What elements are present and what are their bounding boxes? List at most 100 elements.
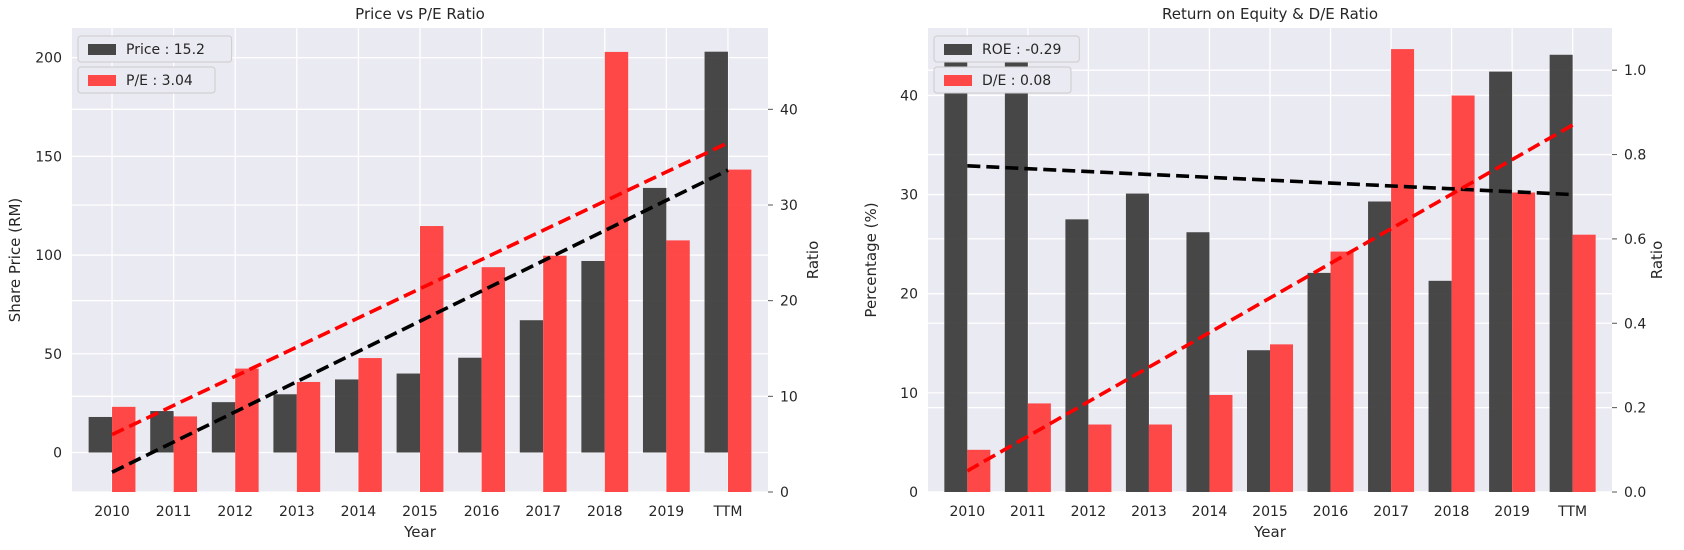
y2-tick-label: 0 — [780, 485, 789, 501]
y-tick-label: 50 — [44, 347, 62, 363]
y-tick-label: 0 — [909, 485, 918, 501]
bar-de — [1330, 251, 1354, 492]
x-tick-label: 2011 — [156, 504, 192, 520]
x-tick-label: 2015 — [402, 504, 438, 520]
bar-pe — [481, 267, 505, 492]
bar-price — [581, 260, 605, 453]
y2-tick-label: 0.6 — [1624, 232, 1646, 248]
y-tick-label: 10 — [900, 386, 918, 402]
x-tick-label: 2011 — [1010, 504, 1046, 520]
bar-price — [519, 320, 544, 453]
bar-price — [335, 379, 359, 453]
y2-tick-label: 0.0 — [1624, 485, 1646, 501]
x-tick-label: 2014 — [1192, 504, 1228, 520]
x-tick-label: 2012 — [217, 504, 253, 520]
bar-roe — [944, 57, 968, 492]
x-tick-label: 2019 — [1494, 504, 1530, 520]
bar-de — [1572, 234, 1596, 492]
bar-roe — [1004, 47, 1028, 492]
y-axis-label: Share Price (RM) — [6, 198, 24, 322]
bar-roe — [1549, 54, 1573, 493]
x-tick-label: 2016 — [1313, 504, 1349, 520]
x-axis-label: Year — [403, 523, 437, 541]
legend-swatch — [88, 44, 116, 55]
x-tick-label: 2010 — [94, 504, 130, 520]
bar-de — [1512, 192, 1536, 492]
y2-tick-label: 20 — [780, 294, 798, 310]
bar-pe — [604, 51, 629, 492]
bar-pe — [235, 368, 259, 492]
bar-roe — [1246, 350, 1270, 492]
bar-price — [88, 416, 113, 453]
legend-box — [77, 35, 233, 63]
bar-roe — [1065, 219, 1089, 492]
bar-de — [1148, 424, 1172, 492]
x-tick-label: 2013 — [279, 504, 315, 520]
y2-tick-label: 0.8 — [1624, 148, 1646, 164]
trend-line — [966, 123, 1574, 473]
chart-panel-2: 2010 2011 2012 2013 2014 2015 2016 2017 2018 2019… — [862, 5, 1666, 541]
trend-line — [967, 164, 1573, 197]
legend-swatch — [944, 75, 972, 86]
y2-tick-label: 0.2 — [1624, 401, 1646, 417]
x-tick-label: 2017 — [525, 504, 561, 520]
x-axis-label: Year — [1253, 523, 1287, 541]
bar-de — [1391, 49, 1415, 492]
x-tick-label: 2016 — [464, 504, 500, 520]
bar-de — [1451, 95, 1475, 492]
x-tick-label: 2018 — [587, 504, 623, 520]
bar-roe — [1307, 272, 1331, 492]
y-tick-label: 0 — [53, 446, 62, 462]
y2-tick-label: 40 — [780, 102, 798, 118]
y-tick-label: 20 — [900, 287, 918, 303]
bar-pe — [358, 358, 382, 492]
legend-box — [933, 35, 1080, 63]
y-tick-label: 100 — [35, 248, 62, 264]
chart-title: Price vs P/E Ratio — [355, 5, 485, 23]
x-tick-label: 2010 — [950, 504, 986, 520]
y2-axis-label: Ratio — [1648, 241, 1666, 280]
bar-de — [1088, 424, 1112, 492]
y2-tick-label: 0.4 — [1624, 316, 1646, 332]
y2-tick-label: 1.0 — [1624, 63, 1646, 79]
legend-swatch — [944, 44, 972, 55]
bar-price — [273, 394, 297, 453]
x-tick-label: 2019 — [649, 504, 685, 520]
bar-pe — [112, 406, 136, 492]
bar-roe — [1428, 280, 1452, 492]
chart-panel-1: 2010 2011 2012 2013 2014 2015 2016 2017 2018 2019… — [6, 5, 822, 541]
chart-title: Return on Equity & D/E Ratio — [1162, 5, 1378, 23]
x-tick-label: TTM — [1557, 504, 1587, 520]
trend-line — [111, 168, 729, 474]
bar-pe — [420, 226, 444, 492]
y-axis-label: Percentage (%) — [862, 202, 880, 317]
y-tick-label: 40 — [900, 88, 918, 104]
bar-price — [150, 411, 174, 453]
legend-label: D/E : 0.08 — [982, 73, 1051, 89]
x-tick-label: 2014 — [341, 504, 377, 520]
bar-price — [211, 402, 236, 453]
x-tick-label: 2012 — [1071, 504, 1107, 520]
legend-label: ROE : -0.29 — [982, 42, 1061, 58]
x-tick-label: 2018 — [1434, 504, 1470, 520]
y-tick-label: 30 — [900, 188, 918, 204]
bar-price — [458, 357, 482, 453]
bar-roe — [1125, 193, 1149, 493]
bar-de — [1209, 394, 1233, 492]
legend-label: Price : 15.2 — [126, 42, 205, 58]
y-tick-label: 200 — [35, 51, 62, 67]
legend-swatch — [88, 75, 116, 86]
bar-pe — [543, 255, 567, 492]
bar-price — [642, 187, 667, 453]
x-tick-label: 2015 — [1252, 504, 1288, 520]
bar-pe — [173, 416, 198, 492]
bar-roe — [1489, 71, 1513, 492]
x-tick-label: 2017 — [1373, 504, 1409, 520]
bar-de — [1270, 344, 1294, 492]
y2-axis-label: Ratio — [804, 241, 822, 280]
y2-tick-label: 30 — [780, 198, 798, 214]
bar-pe — [727, 169, 752, 493]
bar-de — [1027, 403, 1051, 492]
bar-pe — [666, 240, 690, 492]
